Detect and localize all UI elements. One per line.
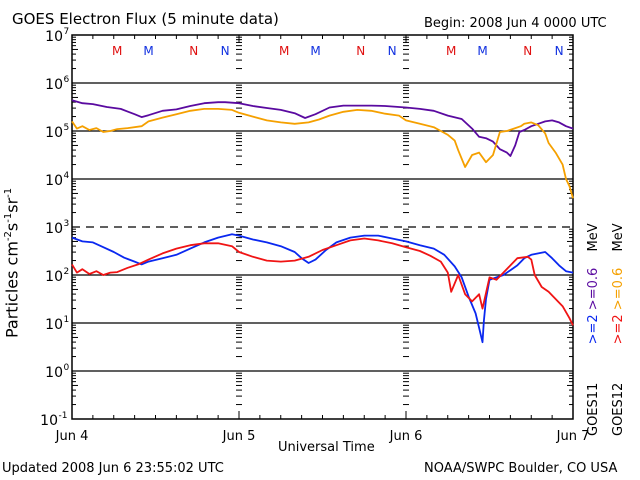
y-tick-exponent: 3: [64, 219, 70, 229]
local-time-marker-n: N: [523, 44, 532, 58]
legend-goes11-2mev: >=2: [586, 314, 601, 345]
series-line-goes12-2: [71, 237, 574, 326]
local-time-marker-m: M: [143, 44, 153, 58]
plot-frame: [71, 34, 574, 420]
y-tick-label: 10: [45, 125, 63, 141]
y-tick-exponent: 4: [64, 171, 70, 181]
y-tick-label: 10: [45, 77, 63, 93]
y-tick-label: 10: [40, 413, 58, 429]
y-tick-label: 10: [45, 173, 63, 189]
legend-goes11-06mev: >=0.6: [586, 267, 601, 311]
y-tick-label: 10: [45, 29, 63, 45]
legend-goes12-2mev: >=2: [611, 314, 626, 345]
local-time-marker-m: M: [310, 44, 320, 58]
data-source: NOAA/SWPC Boulder, CO USA: [424, 461, 618, 476]
y-tick-exponent: 7: [64, 27, 70, 37]
series-line-goes12-06: [71, 108, 574, 199]
updated-timestamp: Updated 2008 Jun 6 23:55:02 UTC: [2, 461, 224, 476]
local-time-marker-m: M: [112, 44, 122, 58]
local-time-marker-n: N: [388, 44, 397, 58]
legend-goes12-unit: MeV: [611, 223, 626, 252]
local-time-marker-m: M: [446, 44, 456, 58]
x-tick-label: Jun 4: [55, 429, 89, 444]
y-axis-label: Particles cm-2s-1sr-1: [2, 187, 22, 338]
y-tick-exponent: 6: [64, 75, 70, 85]
chart-title: GOES Electron Flux (5 minute data): [12, 10, 279, 28]
begin-time-label: Begin: 2008 Jun 4 0000 UTC: [424, 16, 607, 31]
x-tick-label: Jun 6: [389, 429, 423, 444]
y-tick-exponent: 1: [64, 315, 70, 325]
y-tick-exponent: 0: [64, 363, 70, 373]
local-time-marker-n: N: [356, 44, 365, 58]
x-tick-label: Jun 7: [556, 429, 590, 444]
x-tick-label: Jun 5: [222, 429, 256, 444]
y-tick-label: 10: [45, 365, 63, 381]
legend-goes12-06mev: >=0.6: [611, 267, 626, 311]
legend-goes11-name: GOES11: [586, 382, 601, 436]
y-tick-label: 10: [45, 221, 63, 237]
legend-goes12: GOES12 >=2 >=0.6 MeV: [611, 223, 626, 436]
y-tick-exponent: 5: [64, 123, 70, 133]
legend-goes12-name: GOES12: [611, 382, 626, 436]
series-line-goes11-06: [71, 99, 574, 157]
local-time-marker-m: M: [279, 44, 289, 58]
y-axis-label-particles: Particles cm: [2, 241, 22, 338]
local-time-marker-n: N: [555, 44, 564, 58]
x-axis-label: Universal Time: [278, 440, 375, 455]
y-tick-exponent: 2: [64, 267, 70, 277]
legend-goes11: GOES11 >=2 >=0.6 MeV: [586, 223, 601, 436]
legend-goes11-unit: MeV: [586, 223, 601, 252]
local-time-marker-n: N: [189, 44, 198, 58]
local-time-marker-n: N: [221, 44, 230, 58]
y-tick-label: 10: [45, 269, 63, 285]
y-tick-label: 10: [45, 317, 63, 333]
series-line-goes11-2: [71, 233, 574, 344]
local-time-marker-m: M: [477, 44, 487, 58]
y-tick-exponent: -1: [59, 411, 68, 421]
